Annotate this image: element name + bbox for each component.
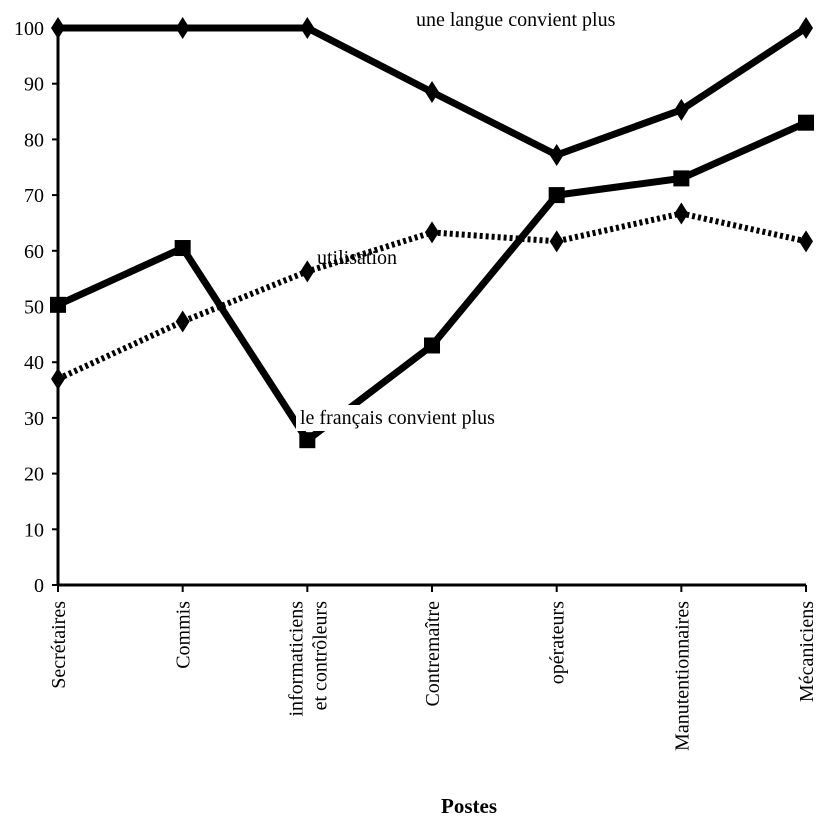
data-point-diamond — [799, 17, 814, 39]
series-labels: une langue convient plus le français con… — [296, 9, 616, 431]
x-axis-title: Postes — [441, 794, 497, 818]
x-tick-label-line: opérateurs — [547, 601, 569, 685]
y-tick-label: 0 — [34, 575, 44, 597]
y-tick-label: 50 — [24, 297, 44, 319]
x-tick-label-manutentionnaires: Manutentionnaires — [671, 601, 693, 751]
data-point-square — [548, 187, 565, 204]
x-tick-label-mecaniciens: Mécaniciens — [796, 601, 818, 702]
data-point-diamond — [175, 310, 190, 333]
data-point-diamond — [674, 98, 689, 121]
y-tick-label: 10 — [24, 519, 44, 541]
data-point-square — [174, 240, 191, 257]
series-label-utilisation: utilisation — [317, 247, 397, 269]
x-tick-label-informaticiens-et-controleurs: informaticiens et contrôleurs — [285, 601, 331, 717]
data-point-diamond — [425, 221, 440, 244]
data-point-diamond — [674, 202, 689, 225]
y-axis: 0 10 20 30 40 50 60 70 80 90 100 — [14, 18, 60, 597]
x-tick-label-line: informaticiens — [285, 601, 307, 717]
x-tick-label-line: Commis — [173, 601, 195, 669]
y-tick-label: 70 — [24, 185, 44, 207]
y-tick-label: 100 — [14, 18, 44, 40]
data-point-diamond — [300, 260, 315, 283]
x-tick-label-line: Contremaître — [422, 601, 444, 707]
data-point-diamond — [549, 143, 564, 166]
x-tick-label-operateurs: opérateurs — [547, 601, 569, 685]
series-label-background — [296, 405, 498, 431]
series-label-francais: le français convient plus — [300, 407, 495, 429]
x-tick-label-contremaitre: Contremaître — [422, 601, 444, 707]
y-tick-label: 30 — [24, 408, 44, 430]
y-tick-label: 80 — [24, 129, 44, 151]
y-tick-label: 90 — [24, 74, 44, 96]
x-tick-label-line: et contrôleurs — [309, 601, 331, 711]
data-point-diamond — [300, 17, 315, 39]
data-point-diamond — [51, 17, 65, 39]
y-tick-label: 60 — [24, 241, 44, 263]
series-line-le-francais-convient-plus — [56, 119, 808, 444]
data-point-square — [50, 296, 66, 313]
data-point-diamond — [425, 81, 440, 104]
data-point-square — [798, 114, 815, 131]
x-tick-label-secretaires: Secrétaires — [48, 601, 70, 689]
x-tick-label-line: Manutentionnaires — [671, 601, 693, 751]
x-axis: Secrétaires Commis informaticiens et contrô… — [48, 583, 818, 751]
x-tick-label-commis: Commis — [173, 601, 195, 669]
x-tick-label-line: Secrétaires — [48, 601, 70, 689]
y-tick-label: 40 — [24, 352, 44, 374]
series-lines — [50, 17, 815, 449]
data-point-diamond — [799, 230, 814, 253]
y-tick-label: 20 — [24, 464, 44, 486]
data-point-square — [299, 432, 316, 449]
data-point-diamond — [175, 17, 190, 39]
data-point-square — [673, 170, 690, 187]
data-point-diamond — [51, 367, 65, 390]
data-point-diamond — [549, 230, 564, 253]
x-tick-label-line: Mécaniciens — [796, 601, 818, 702]
data-point-square — [424, 337, 441, 354]
series-label-une-langue: une langue convient plus — [416, 9, 616, 31]
